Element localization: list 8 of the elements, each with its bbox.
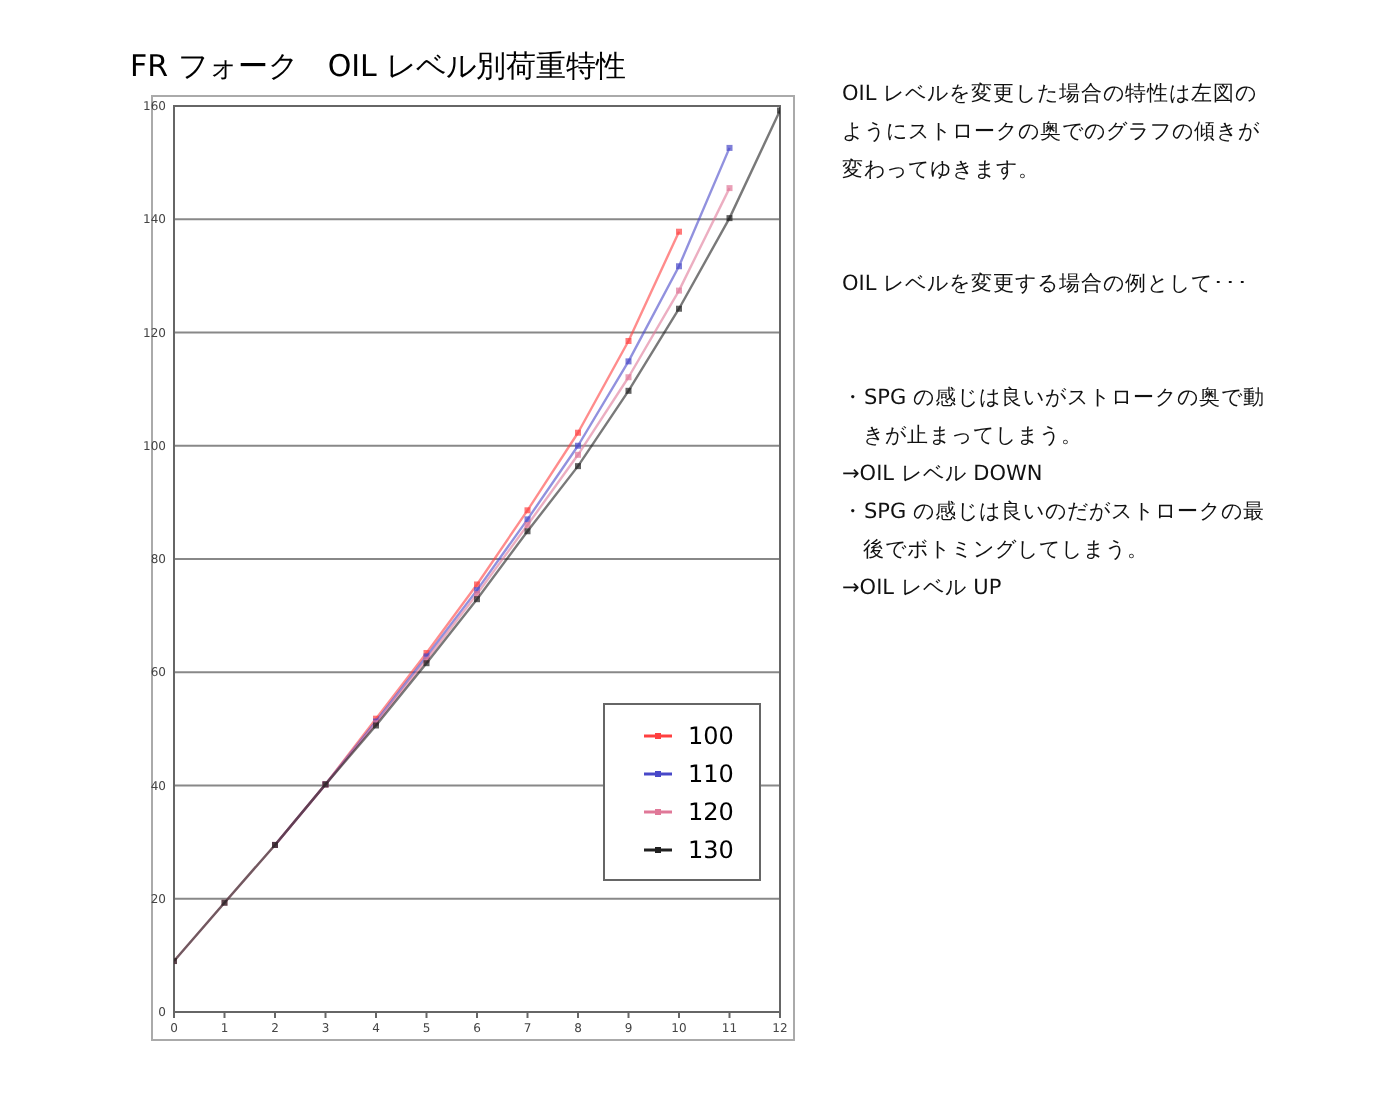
legend-label: 110 xyxy=(688,760,734,788)
chart-title: FR フォーク OIL レベル別荷重特性 xyxy=(130,48,627,84)
text: ・SPG の感じは良いがストロークの奥で動きが止まってしまう。 →OIL レベル DOWN ・SPG の感じは良いのだがストロークの最後でボトミングしてしまう。 →OIL レベル UP xyxy=(842,384,1266,604)
text: OIL レベルを変更した場合の特性は左図のようにストロークの奥でのグラフの傾きが変わってゆきます。 xyxy=(842,80,1262,186)
legend-label: 130 xyxy=(688,836,734,864)
legend-label: 100 xyxy=(688,722,734,750)
legend-label: 120 xyxy=(688,798,734,826)
text: OIL レベルを変更する場合の例として･･･ xyxy=(842,270,1252,300)
